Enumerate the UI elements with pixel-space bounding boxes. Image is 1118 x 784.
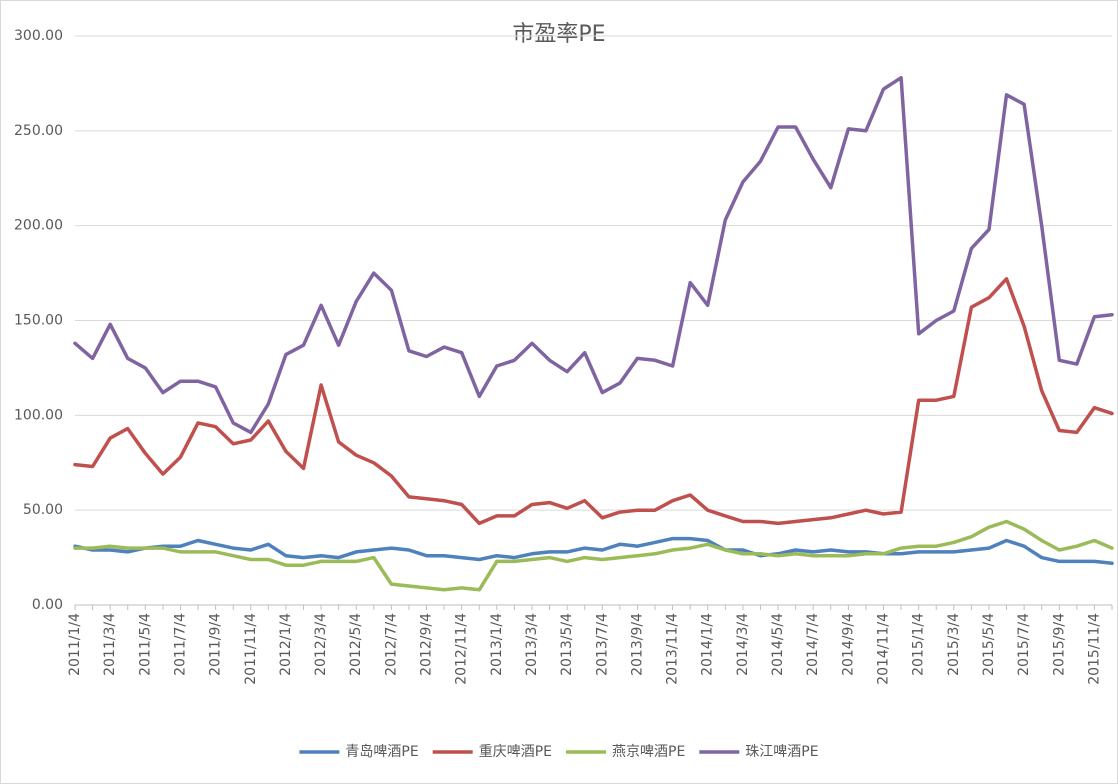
y-tick-label: 300.00 (14, 28, 63, 44)
x-tick-label: 2011/1/4 (67, 613, 83, 676)
x-tick-label: 2015/9/4 (1051, 613, 1067, 676)
x-tick-label: 2012/9/4 (419, 613, 435, 676)
x-tick-label: 2012/5/4 (348, 613, 364, 676)
x-tick-label: 2012/11/4 (454, 613, 470, 685)
x-tick-label: 2012/1/4 (278, 613, 294, 676)
y-tick-label: 100.00 (14, 407, 63, 423)
y-tick-label: 50.00 (23, 502, 63, 518)
legend-label: 青岛啤酒PE (345, 744, 418, 760)
x-tick-label: 2013/3/4 (524, 613, 540, 676)
x-tick-label: 2013/9/4 (629, 613, 645, 676)
x-tick-label: 2013/5/4 (559, 613, 575, 676)
x-tick-label: 2015/5/4 (981, 613, 997, 676)
x-tick-label: 2013/11/4 (665, 613, 681, 685)
series-line (73, 536, 1114, 566)
x-tick-label: 2014/1/4 (700, 613, 716, 676)
x-tick-label: 2014/3/4 (735, 613, 751, 676)
x-tick-label: 2011/9/4 (208, 613, 224, 676)
x-tick-label: 2015/3/4 (946, 613, 962, 676)
x-tick-label: 2013/1/4 (489, 613, 505, 676)
x-tick-label: 2015/11/4 (1086, 613, 1102, 685)
x-tick-label: 2011/3/4 (102, 613, 118, 676)
x-tick-label: 2011/11/4 (243, 613, 259, 685)
chart-title: 市盈率PE (512, 22, 605, 47)
series-line (73, 519, 1114, 592)
x-tick-label: 2011/5/4 (137, 613, 153, 676)
x-tick-label: 2014/7/4 (805, 613, 821, 676)
legend: 青岛啤酒PE 重庆啤酒PE 燕京啤酒PE 珠江啤酒PE (299, 744, 819, 760)
y-tick-label: 0.00 (32, 597, 63, 613)
series-line (73, 277, 1114, 526)
legend-label: 重庆啤酒PE (479, 744, 552, 760)
x-tick-label: 2013/7/4 (594, 613, 610, 676)
x-tick-label: 2015/1/4 (911, 613, 927, 676)
x-tick-label: 2011/7/4 (172, 613, 188, 676)
x-tick-label: 2012/3/4 (313, 613, 329, 676)
y-tick-label: 250.00 (14, 123, 63, 139)
series-line (73, 75, 1114, 435)
legend-label: 珠江啤酒PE (745, 744, 818, 760)
legend-label: 燕京啤酒PE (612, 744, 685, 760)
y-tick-label: 200.00 (14, 218, 63, 234)
x-tick-label: 2014/9/4 (840, 613, 856, 676)
x-tick-label: 2014/11/4 (876, 613, 892, 685)
x-tick-label: 2015/7/4 (1016, 613, 1032, 676)
y-tick-label: 150.00 (14, 313, 63, 329)
x-tick-label: 2014/5/4 (770, 613, 786, 676)
x-tick-label: 2012/7/4 (383, 613, 399, 676)
